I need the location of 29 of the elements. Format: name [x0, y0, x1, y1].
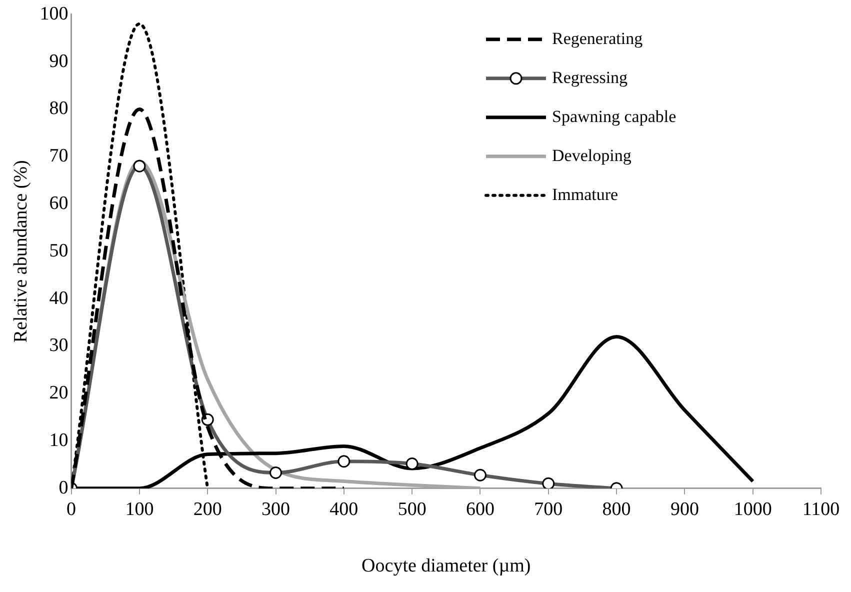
- x-tick-label: 900: [670, 498, 699, 520]
- legend-label: Immature: [552, 184, 618, 204]
- legend-label: Regressing: [552, 68, 628, 87]
- x-tick-label: 1100: [802, 498, 840, 520]
- legend-label: Developing: [552, 146, 632, 165]
- y-tick-label: 70: [49, 146, 68, 167]
- y-tick-label: 40: [49, 288, 68, 309]
- y-tick-label: 20: [49, 382, 68, 404]
- y-tick-label: 50: [49, 240, 68, 262]
- y-tick-label: 0: [58, 477, 68, 498]
- x-tick-label: 500: [398, 498, 426, 520]
- x-tick-label: 800: [602, 498, 631, 520]
- x-tick-label: 300: [262, 498, 290, 520]
- y-tick-label: 100: [40, 3, 68, 24]
- x-tick-label: 700: [534, 498, 563, 520]
- y-tick-label: 80: [49, 98, 68, 120]
- y-tick-label: 10: [49, 430, 68, 451]
- legend-label: Spawning capable: [552, 106, 676, 126]
- y-tick-label: 60: [49, 192, 68, 214]
- x-axis-title: Oocyte diameter (µm): [362, 556, 531, 577]
- x-tick-label: 400: [330, 498, 358, 520]
- x-tick-label: 1000: [734, 498, 772, 520]
- x-tick-label: 600: [466, 498, 494, 520]
- x-tick-label: 100: [125, 498, 154, 520]
- legend-label: Regenerating: [552, 28, 644, 48]
- y-axis-title: Relative abundance (%): [10, 160, 32, 343]
- x-tick-label: 200: [193, 498, 222, 520]
- y-tick-label: 90: [49, 50, 68, 72]
- y-tick-label: 30: [49, 335, 68, 356]
